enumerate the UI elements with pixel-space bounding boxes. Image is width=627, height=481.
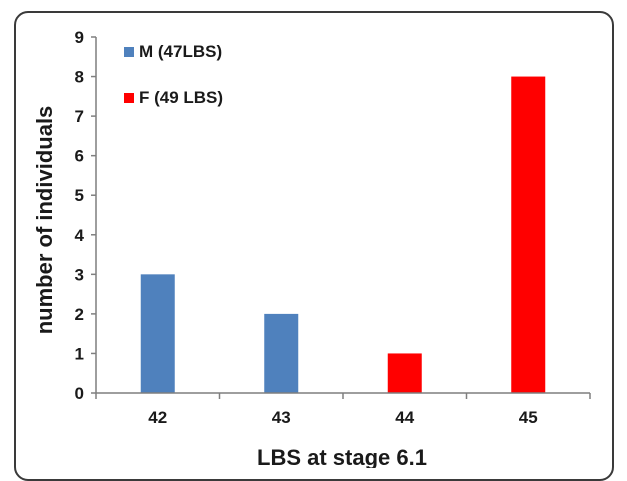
- y-tick-label: 0: [75, 384, 84, 403]
- y-tick-label: 3: [75, 265, 84, 284]
- x-tick-label: 43: [272, 408, 291, 427]
- bar-m-43: [264, 313, 299, 393]
- legend: M (47LBS) F (49 LBS): [124, 42, 223, 107]
- x-axis-ticks: 42 43 44 45: [95, 393, 591, 427]
- y-axis-ticks: 0 1 2 3 4 5 6 7 8 9: [75, 28, 96, 403]
- legend-label-f: F (49 LBS): [139, 88, 223, 107]
- legend-swatch-f: [124, 93, 134, 103]
- bar-f-44: [387, 353, 422, 393]
- y-tick-label: 5: [75, 186, 84, 205]
- bar-f-45: [511, 76, 546, 394]
- y-tick-label: 9: [75, 28, 84, 47]
- y-tick-label: 6: [75, 147, 84, 166]
- x-tick-label: 44: [395, 408, 414, 427]
- y-tick-label: 7: [75, 107, 84, 126]
- x-axis-title: LBS at stage 6.1: [257, 445, 427, 468]
- y-tick-label: 4: [75, 226, 85, 245]
- y-axis-title: number of individuals: [32, 106, 57, 335]
- y-tick-label: 1: [75, 344, 84, 363]
- y-tick-label: 2: [75, 305, 84, 324]
- legend-swatch-m: [124, 47, 134, 57]
- bar-m-42: [140, 274, 175, 393]
- bars: [140, 76, 546, 394]
- y-tick-label: 8: [75, 68, 84, 87]
- x-tick-label: 42: [148, 408, 167, 427]
- legend-label-m: M (47LBS): [139, 42, 222, 61]
- x-tick-label: 45: [519, 408, 538, 427]
